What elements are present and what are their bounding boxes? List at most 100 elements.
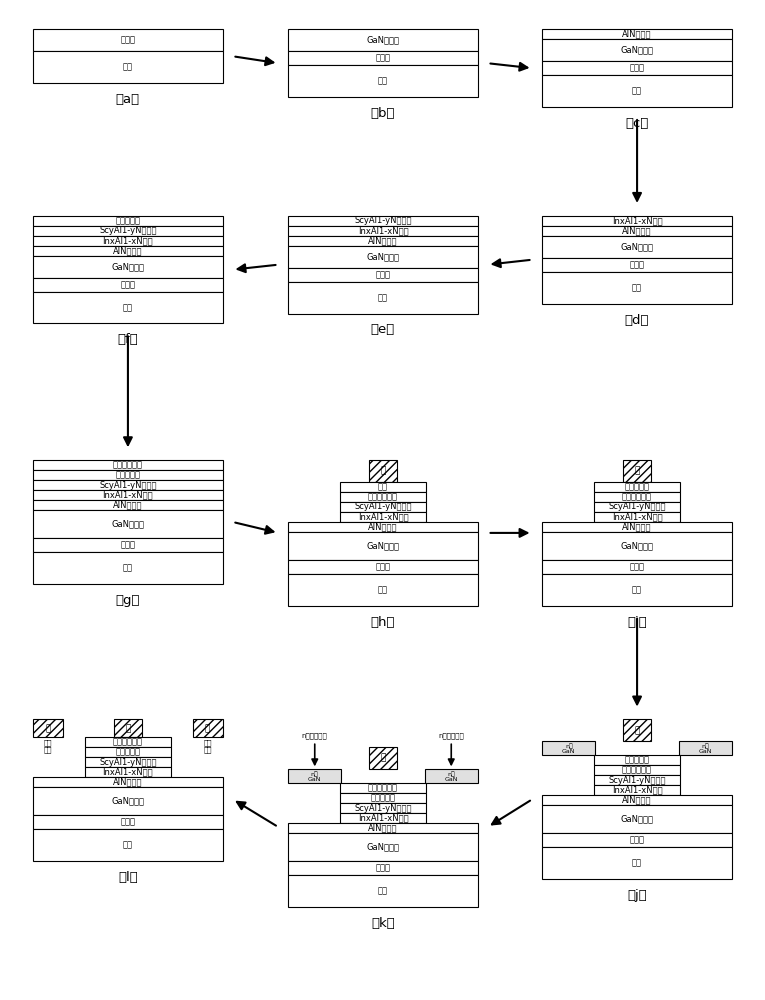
Text: n型: n型 [702,743,709,749]
Text: 成核层: 成核层 [120,540,135,549]
Text: 成核层: 成核层 [376,270,390,279]
Text: InxAl1-xN栅层: InxAl1-xN栅层 [612,512,662,521]
Text: 衬底: 衬底 [378,585,388,594]
Text: InxAl1-xN栅层: InxAl1-xN栅层 [103,236,153,245]
Text: 势垒保护层: 势垒保护层 [370,794,396,803]
Bar [288,833,477,861]
Bar [340,783,425,793]
Text: 绝缘栅介质层: 绝缘栅介质层 [113,738,143,747]
Bar [679,741,732,755]
Text: 衬底: 衬底 [632,585,642,594]
Bar [288,560,477,574]
Text: 势垒保护层: 势垒保护层 [116,471,141,480]
Bar [33,29,223,51]
Text: 势垒保护层: 势垒保护层 [116,748,141,757]
Bar [542,574,732,606]
Text: GaN: GaN [562,749,575,754]
Bar [33,538,223,552]
Text: 成核层: 成核层 [376,562,390,571]
Text: 帽层: 帽层 [378,483,388,492]
Bar [288,769,341,783]
Text: （c）: （c） [625,117,649,130]
Text: ScyAl1-yN势垒层: ScyAl1-yN势垒层 [99,481,157,490]
Bar [369,460,397,482]
Text: n型离子注入: n型离子注入 [302,733,327,739]
Bar [340,502,425,512]
Bar [542,847,732,879]
Bar [86,737,171,747]
Bar [33,787,223,815]
Text: AlN插入层: AlN插入层 [622,226,652,235]
Bar [542,522,732,532]
Bar [288,236,477,246]
Text: 衬底: 衬底 [378,77,388,86]
Text: GaN沟道层: GaN沟道层 [366,252,399,261]
Text: （g）: （g） [116,594,140,607]
Bar [288,51,477,65]
Bar [288,522,477,532]
Text: 成核层: 成核层 [376,54,390,63]
Text: 漏: 漏 [205,724,210,733]
Bar [288,216,477,226]
Bar [288,532,477,560]
Bar [193,719,223,737]
Text: AlN插入层: AlN插入层 [622,30,652,39]
Text: （k）: （k） [371,917,395,930]
Text: InxAl1-xN栅层: InxAl1-xN栅层 [358,814,409,823]
Bar [594,765,679,775]
Text: 栅: 栅 [380,754,386,763]
Bar [542,560,732,574]
Text: InxAl1-xN栅层: InxAl1-xN栅层 [612,786,662,795]
Text: （b）: （b） [371,107,396,120]
Bar [33,236,223,246]
Bar [542,216,732,226]
Text: ScyAl1-yN势垒层: ScyAl1-yN势垒层 [608,502,666,511]
Text: 成核层: 成核层 [120,36,135,45]
Bar [33,460,223,470]
Text: （i）: （i） [627,616,647,629]
Text: 成核层: 成核层 [630,562,645,571]
Text: ScyAl1-yN势垒层: ScyAl1-yN势垒层 [608,776,666,785]
Bar [33,470,223,480]
Text: 势垒保护层: 势垒保护层 [624,483,649,492]
Bar [33,51,223,83]
Text: 衬底: 衬底 [632,283,642,292]
Text: （h）: （h） [371,616,396,629]
Bar [288,65,477,97]
Text: 衬底: 衬底 [123,563,133,572]
Bar [594,785,679,795]
Text: 源: 源 [46,724,51,733]
Text: 衬底: 衬底 [123,63,133,72]
Text: AlN插入层: AlN插入层 [113,246,143,255]
Text: InxAl1-xN栅层: InxAl1-xN栅层 [358,226,409,235]
Text: 绝缘栅介质层: 绝缘栅介质层 [368,784,398,793]
Bar [594,775,679,785]
Text: InxAl1-xN栅层: InxAl1-xN栅层 [612,216,662,225]
Bar [369,747,397,769]
Text: GaN沟道层: GaN沟道层 [112,519,145,528]
Bar [542,833,732,847]
Bar [340,813,425,823]
Bar [86,747,171,757]
Bar [33,256,223,278]
Bar [288,226,477,236]
Text: （l）: （l） [118,871,138,884]
Bar [86,767,171,777]
Text: GaN沟道层: GaN沟道层 [366,36,399,45]
Text: 栅: 栅 [125,724,131,733]
Text: （a）: （a） [116,93,140,106]
Bar [288,823,477,833]
Bar [33,292,223,323]
Bar [623,460,651,482]
Bar [33,552,223,584]
Bar [288,246,477,268]
Bar [340,793,425,803]
Text: GaN沟道层: GaN沟道层 [112,797,145,806]
Text: 势垒保护层: 势垒保护层 [624,756,649,765]
Bar [542,75,732,107]
Text: AlN插入层: AlN插入层 [113,500,143,509]
Bar [542,39,732,61]
Bar [33,500,223,510]
Text: 成核层: 成核层 [630,64,645,73]
Bar [33,216,223,226]
